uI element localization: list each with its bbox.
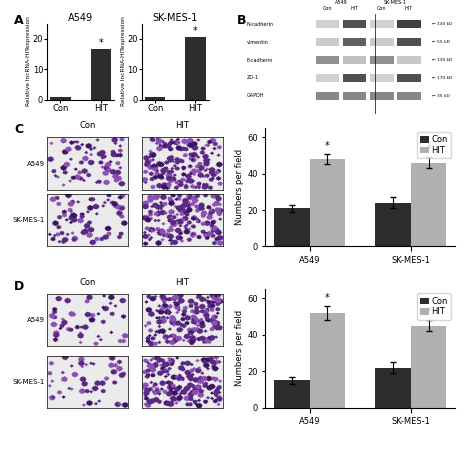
Bar: [274, 380, 310, 408]
Bar: [343, 92, 366, 100]
Text: HIT: HIT: [175, 278, 190, 287]
Text: D: D: [14, 280, 25, 292]
Bar: [185, 37, 206, 100]
Y-axis label: SK-MES-1: SK-MES-1: [12, 218, 45, 223]
Text: SK-MES-1: SK-MES-1: [384, 0, 407, 5]
Y-axis label: SK-MES-1: SK-MES-1: [12, 379, 45, 384]
Bar: [370, 20, 393, 28]
Y-axis label: A549: A549: [27, 161, 45, 166]
Bar: [50, 97, 71, 100]
Text: A: A: [14, 14, 24, 27]
Text: ← 130 kD: ← 130 kD: [432, 58, 452, 62]
Y-axis label: Numbers per field: Numbers per field: [236, 310, 245, 386]
Text: *: *: [426, 308, 431, 318]
Bar: [310, 313, 345, 408]
Bar: [370, 38, 393, 46]
Bar: [343, 56, 366, 64]
Text: HIT: HIT: [350, 6, 359, 11]
Legend: Con, HIT: Con, HIT: [417, 132, 451, 158]
Bar: [397, 92, 421, 100]
Text: A549: A549: [335, 0, 347, 5]
Text: *: *: [426, 145, 431, 155]
Bar: [375, 203, 411, 246]
Bar: [343, 20, 366, 28]
Bar: [343, 74, 366, 82]
Text: vimentin: vimentin: [246, 40, 268, 45]
Bar: [316, 38, 339, 46]
Bar: [274, 208, 310, 246]
Title: SK-MES-1: SK-MES-1: [153, 13, 198, 23]
Y-axis label: Numbers per field: Numbers per field: [236, 149, 245, 225]
Bar: [343, 38, 366, 46]
Bar: [397, 74, 421, 82]
Text: HIT: HIT: [405, 6, 413, 11]
Text: HIT: HIT: [175, 121, 190, 130]
Text: *: *: [98, 38, 103, 48]
Text: *: *: [325, 293, 329, 303]
Text: Con: Con: [80, 121, 96, 130]
Text: ← 130 kD: ← 130 kD: [432, 22, 452, 26]
Text: GAPDH: GAPDH: [246, 93, 264, 98]
Bar: [316, 74, 339, 82]
Bar: [411, 326, 447, 408]
Bar: [397, 20, 421, 28]
Bar: [316, 92, 339, 100]
Text: ← 55 kD: ← 55 kD: [432, 40, 450, 44]
Bar: [411, 163, 447, 246]
Text: N-cadherin: N-cadherin: [246, 22, 273, 27]
Bar: [370, 74, 393, 82]
Text: B: B: [237, 14, 246, 27]
Text: ← 35 kD: ← 35 kD: [432, 94, 449, 98]
Text: Con: Con: [323, 6, 332, 11]
Bar: [375, 367, 411, 408]
Text: Con: Con: [80, 278, 96, 287]
Text: *: *: [193, 26, 198, 36]
Bar: [370, 56, 393, 64]
Bar: [316, 56, 339, 64]
Text: *: *: [325, 141, 329, 151]
Bar: [370, 92, 393, 100]
Legend: Con, HIT: Con, HIT: [417, 293, 451, 319]
Bar: [397, 38, 421, 46]
Bar: [145, 97, 165, 100]
Bar: [310, 159, 345, 246]
Bar: [91, 49, 111, 100]
Y-axis label: A549: A549: [27, 317, 45, 323]
Title: A549: A549: [68, 13, 93, 23]
Y-axis label: Relative lncRNA-HITexpression: Relative lncRNA-HITexpression: [27, 17, 31, 107]
Text: ZO-1: ZO-1: [246, 75, 259, 81]
Text: C: C: [14, 123, 23, 136]
Text: Con: Con: [377, 6, 387, 11]
Text: ← 170 kD: ← 170 kD: [432, 76, 452, 80]
Bar: [397, 56, 421, 64]
Text: E-cadherin: E-cadherin: [246, 57, 273, 63]
Bar: [316, 20, 339, 28]
Y-axis label: Relative lncRNA-HITexpression: Relative lncRNA-HITexpression: [121, 17, 126, 107]
